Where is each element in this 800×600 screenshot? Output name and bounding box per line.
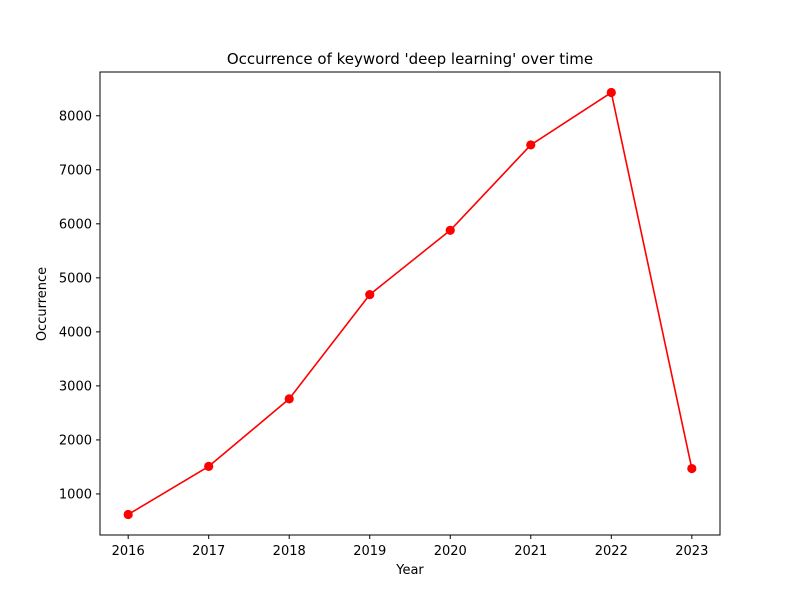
y-tick-label: 4000 — [59, 325, 92, 340]
data-point-2019 — [365, 289, 375, 300]
y-axis-label: Occurrence — [35, 267, 50, 341]
y-tick-label: 6000 — [59, 217, 92, 232]
series-layer — [123, 87, 697, 520]
y-tick-label: 5000 — [59, 271, 92, 286]
data-point-2020 — [445, 225, 455, 235]
chart-title: Occurrence of keyword 'deep learning' ov… — [227, 50, 593, 68]
plot-frame — [99, 71, 721, 536]
x-axis: 2016 2017 2018 2019 2020 2021 2022 2023 — [112, 535, 708, 559]
series-line — [127, 91, 693, 516]
y-axis: 1000 2000 3000 4000 5000 6000 7000 8000 — [59, 109, 100, 502]
data-point-2018 — [284, 394, 294, 404]
x-tick-label: 2018 — [273, 544, 306, 559]
y-tick-label: 8000 — [59, 109, 92, 124]
data-point-2023 — [687, 463, 697, 474]
y-tick-label: 3000 — [59, 379, 92, 394]
y-tick-label: 2000 — [59, 433, 92, 448]
data-point-2021 — [526, 140, 536, 150]
x-tick-label: 2017 — [192, 544, 225, 559]
data-point-2022 — [606, 87, 616, 98]
data-point-2017 — [204, 461, 214, 471]
x-tick-label: 2021 — [514, 544, 547, 559]
plot-area — [99, 71, 721, 536]
y-tick-label: 1000 — [59, 487, 92, 502]
x-tick-label: 2022 — [595, 544, 628, 559]
x-tick-label: 2016 — [112, 544, 145, 559]
x-tick-label: 2023 — [675, 544, 708, 559]
x-tick-label: 2020 — [434, 544, 467, 559]
y-tick-label: 7000 — [59, 163, 92, 178]
x-axis-label: Year — [395, 563, 424, 578]
x-tick-label: 2019 — [353, 544, 386, 559]
data-point-2016 — [123, 509, 133, 520]
